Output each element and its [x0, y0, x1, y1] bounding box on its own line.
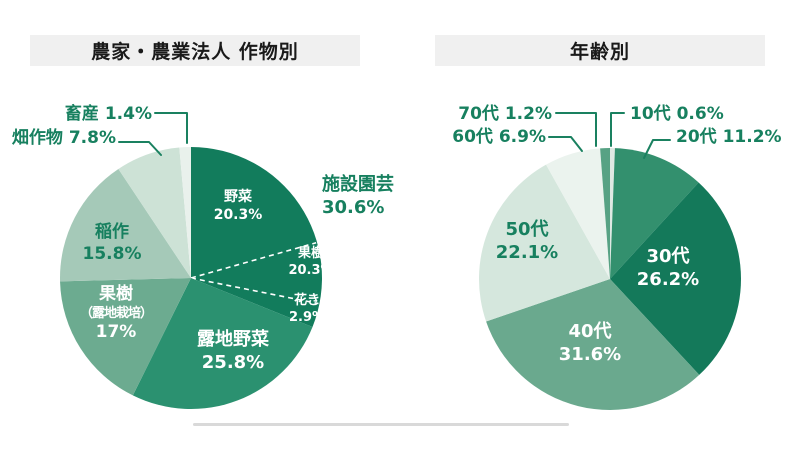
- leader-20dai: [643, 139, 671, 159]
- pie-slice: [486, 279, 700, 411]
- pie-slice: [59, 168, 191, 282]
- right-pie: [478, 147, 741, 411]
- bottom-divider: [193, 423, 569, 426]
- dashed-subdivider: [190, 277, 319, 305]
- label-shisetsu-engei: 施設園芸 30.6%: [322, 174, 394, 219]
- left-pie: [59, 147, 322, 410]
- pie-slice: [179, 147, 191, 278]
- label-40dai: 40代 31.6%: [558, 321, 622, 366]
- label-kaju-rochi: 果樹 （露地栽培） 17%: [79, 284, 153, 343]
- dashed-subdivider: [190, 241, 317, 279]
- label-60dai: 60代 6.9%: [452, 127, 546, 147]
- label-sub-kaki: 花き 2.9%: [288, 293, 326, 325]
- pie-slice: [60, 278, 191, 396]
- left-chart-title: 農家・農業法人 作物別: [30, 35, 360, 66]
- label-rochi-yasai: 露地野菜 25.8%: [197, 329, 269, 374]
- label-70dai: 70代 1.2%: [458, 104, 552, 124]
- pie-slice: [610, 182, 741, 375]
- pie-slice: [478, 164, 610, 322]
- label-hatasakumotsu: 畑作物 7.8%: [11, 128, 116, 148]
- pie-slice: [610, 148, 699, 279]
- pie-slice: [191, 147, 322, 327]
- label-50dai: 50代 22.1%: [495, 219, 559, 264]
- label-30dai: 30代 26.2%: [636, 246, 700, 291]
- pie-slice: [610, 147, 615, 279]
- label-20dai: 20代 11.2%: [676, 127, 782, 147]
- label-inasaku: 稲作 15.8%: [82, 222, 142, 264]
- leader-chikusan: [154, 112, 188, 144]
- leader-hatasakumotsu: [118, 141, 162, 156]
- label-sub-kaju: 果樹 20.3%: [288, 246, 334, 278]
- leader-10dai: [610, 112, 625, 147]
- pie-slice: [132, 278, 313, 410]
- leader-70dai: [555, 112, 597, 147]
- label-10dai: 10代 0.6%: [630, 104, 724, 124]
- pie-slice: [118, 147, 191, 278]
- leader-60dai: [548, 136, 583, 152]
- label-chikusan: 畜産 1.4%: [64, 104, 152, 124]
- label-sub-yasai: 野菜 20.3%: [213, 189, 263, 223]
- pie-slice: [600, 147, 610, 279]
- pie-slice: [546, 148, 610, 279]
- right-chart-title: 年齢別: [435, 35, 765, 66]
